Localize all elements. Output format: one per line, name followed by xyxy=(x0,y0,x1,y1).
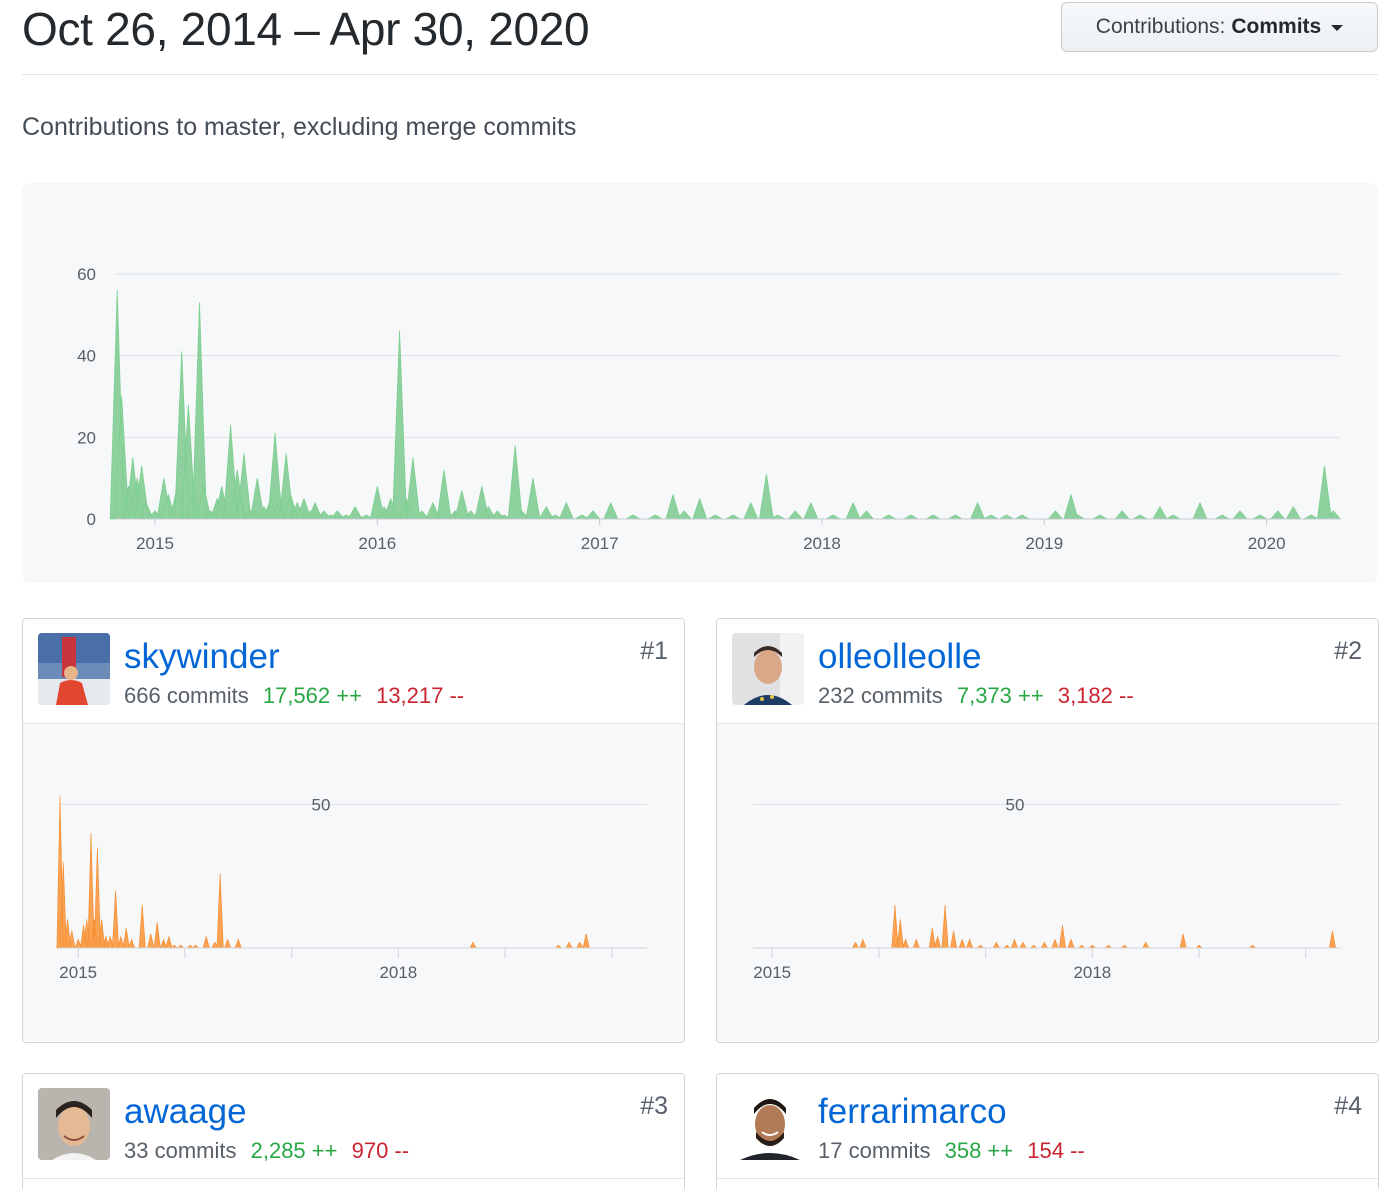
contributor-rank: #2 xyxy=(1334,637,1362,665)
contributor-chart-svg: 50 2015 2018 xyxy=(753,795,1341,982)
avatar[interactable] xyxy=(732,633,804,705)
commit-count: 17 commits xyxy=(818,1138,931,1163)
contributor-commits-area xyxy=(851,904,1337,949)
x-tick-label: 2019 xyxy=(1025,534,1063,553)
additions-count: 7,373 ++ xyxy=(956,683,1044,708)
avatar[interactable] xyxy=(38,633,110,705)
contributor-card-3: awaage 33 commits 2,285 ++ 970 -- #3 xyxy=(22,1073,685,1189)
x-tick-label: 2018 xyxy=(1073,963,1111,982)
additions-count: 358 ++ xyxy=(944,1138,1014,1163)
y-tick-label: 0 xyxy=(87,510,96,529)
x-tick-label: 2016 xyxy=(358,534,396,553)
x-tick-label: 2015 xyxy=(136,534,174,553)
y-tick-label: 20 xyxy=(77,428,96,447)
deletions-count: 970 -- xyxy=(351,1138,410,1163)
y-tick-label: 40 xyxy=(77,347,96,366)
x-tick-label: 2015 xyxy=(59,963,97,982)
page-title: Oct 26, 2014 – Apr 30, 2020 xyxy=(22,3,590,55)
y-tick-label: 50 xyxy=(1006,795,1025,814)
contributions-select-label: Contributions: xyxy=(1095,15,1226,38)
chart-subtitle: Contributions to master, excluding merge… xyxy=(22,113,577,141)
commits-overview-chart: 0 20 40 60 2015 2016 2017 2018 2019 2020 xyxy=(22,183,1378,583)
x-tick-label: 2018 xyxy=(803,534,841,553)
contributor-rank: #1 xyxy=(640,637,668,665)
additions-count: 17,562 ++ xyxy=(262,683,362,708)
deletions-count: 13,217 -- xyxy=(376,683,465,708)
x-tick-label: 2017 xyxy=(581,534,619,553)
contributor-rank: #4 xyxy=(1334,1092,1362,1120)
contributor-commits-chart: 50 2015 2018 xyxy=(717,724,1378,1041)
x-tick-label: 2020 xyxy=(1248,534,1286,553)
contributor-card-4: ferrarimarco 17 commits 358 ++ 154 -- #4 xyxy=(716,1073,1379,1189)
contributor-stats: 666 commits 17,562 ++ 13,217 -- xyxy=(124,683,464,709)
header-divider xyxy=(22,74,1378,75)
contributor-card-header: awaage 33 commits 2,285 ++ 970 -- #3 xyxy=(23,1074,684,1179)
contributor-card-header: olleolleolle 232 commits 7,373 ++ 3,182 … xyxy=(717,619,1378,724)
contributor-commits-area xyxy=(56,795,590,949)
avatar[interactable] xyxy=(732,1088,804,1160)
contributor-stats: 17 commits 358 ++ 154 -- xyxy=(818,1138,1085,1164)
contributor-card-header: skywinder 666 commits 17,562 ++ 13,217 -… xyxy=(23,619,684,724)
commits-area xyxy=(109,289,1341,520)
contributions-select-button[interactable]: Contributions: Commits xyxy=(1061,2,1378,52)
commit-count: 33 commits xyxy=(124,1138,237,1163)
contributions-select-value: Commits xyxy=(1231,15,1322,38)
contributor-username[interactable]: ferrarimarco xyxy=(818,1092,1007,1131)
contributor-stats: 33 commits 2,285 ++ 970 -- xyxy=(124,1138,409,1164)
avatar[interactable] xyxy=(38,1088,110,1160)
contributor-username[interactable]: awaage xyxy=(124,1092,247,1131)
deletions-count: 154 -- xyxy=(1027,1138,1085,1163)
contributor-card-header: ferrarimarco 17 commits 358 ++ 154 -- #4 xyxy=(717,1074,1378,1179)
commits-overview-svg: 0 20 40 60 2015 2016 2017 2018 2019 2020 xyxy=(77,265,1341,553)
x-tick-label: 2015 xyxy=(753,963,791,982)
contributor-stats: 232 commits 7,373 ++ 3,182 -- xyxy=(818,683,1134,709)
x-tick-label: 2018 xyxy=(379,963,417,982)
contributor-card-1: skywinder 666 commits 17,562 ++ 13,217 -… xyxy=(22,618,685,1043)
contributor-commits-chart: 50 2015 2018 xyxy=(23,724,684,1041)
additions-count: 2,285 ++ xyxy=(250,1138,338,1163)
commit-count: 666 commits xyxy=(124,683,249,708)
y-tick-label: 50 xyxy=(312,795,331,814)
commit-count: 232 commits xyxy=(818,683,943,708)
deletions-count: 3,182 -- xyxy=(1057,683,1134,708)
contributor-rank: #3 xyxy=(640,1092,668,1120)
contributor-username[interactable]: skywinder xyxy=(124,637,280,676)
contributor-card-2: olleolleolle 232 commits 7,373 ++ 3,182 … xyxy=(716,618,1379,1043)
contributor-username[interactable]: olleolleolle xyxy=(818,637,982,676)
contributor-chart-svg: 50 2015 2018 xyxy=(56,795,647,982)
caret-down-icon xyxy=(1331,25,1344,31)
y-tick-label: 60 xyxy=(77,265,96,284)
